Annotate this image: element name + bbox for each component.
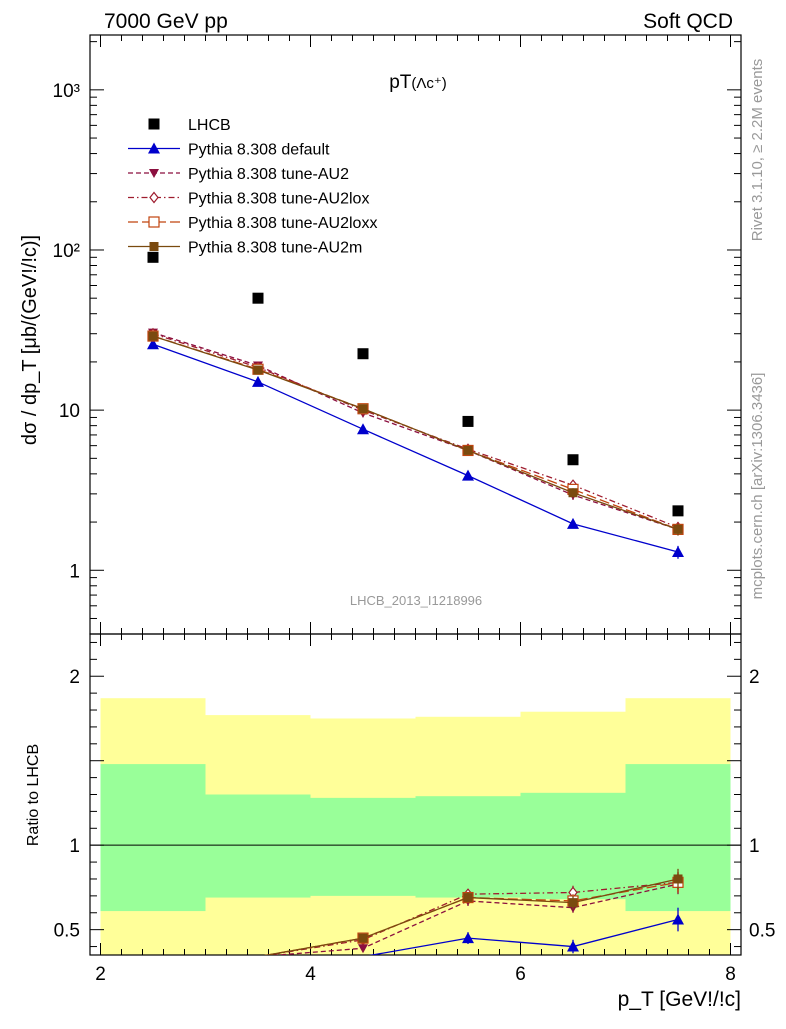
green-band-1	[205, 794, 311, 898]
point-au2m	[673, 524, 683, 534]
main-series	[147, 251, 684, 559]
series-line-au2m	[152, 335, 679, 531]
ratio-y-tick-label-right: 0.5	[749, 921, 775, 942]
energy-label: 7000 GeV pp	[104, 10, 228, 33]
ratio-y-tick-label-left: 0.5	[54, 921, 80, 942]
point-au2m	[253, 365, 263, 375]
ratio-y-tick-label-right: 1	[749, 836, 760, 857]
ratio-y-axis-label: Ratio to LHCB	[25, 744, 42, 846]
series-default	[147, 338, 684, 559]
legend-label-au2lox: Pythia 8.308 tune-AU2lox	[188, 191, 369, 208]
series-au2m	[148, 331, 683, 536]
series-line-au2	[152, 331, 679, 531]
legend-marker-au2m	[149, 242, 159, 251]
legend-marker-au2	[149, 169, 159, 178]
x-tick-label: 8	[725, 964, 736, 985]
point-au2m	[673, 874, 683, 884]
legend-label-lhcb: LHCB	[188, 117, 231, 134]
series-au2m	[263, 868, 683, 955]
legend-marker-lhcb	[148, 118, 160, 130]
legend-label-au2loxx: Pythia 8.308 tune-AU2loxx	[188, 215, 377, 232]
ratio-y-tick-label-right: 2	[749, 667, 760, 688]
point-lhcb	[147, 251, 159, 263]
point-lhcb	[357, 348, 369, 360]
point-default	[672, 546, 684, 558]
mcplots-credit-label: mcplots.cern.ch [arXiv:1306.3436]	[749, 373, 766, 600]
legend: LHCB Pythia 8.308 default Pythia 8.308 tun…	[128, 117, 377, 257]
x-tick-label: 6	[515, 964, 526, 985]
main-y-axis-label: dσ / dp_T [μb/(GeV!/!c)]	[19, 235, 41, 445]
series-lhcb	[147, 251, 684, 517]
main-y-tick-label: 1	[69, 561, 80, 582]
point-default	[462, 932, 474, 944]
point-default	[147, 338, 159, 350]
point-au2	[358, 944, 368, 954]
legend-entry-au2m: Pythia 8.308 tune-AU2m	[128, 240, 362, 257]
x-tick-label: 2	[95, 964, 106, 985]
point-default	[672, 913, 684, 925]
title-particle-part: (Λc⁺)	[411, 75, 446, 92]
point-au2m	[358, 404, 368, 414]
legend-label-default: Pythia 8.308 default	[188, 142, 330, 159]
legend-entry-au2lox: Pythia 8.308 tune-AU2lox	[128, 191, 369, 208]
legend-label-au2: Pythia 8.308 tune-AU2	[188, 166, 349, 183]
legend-entry-lhcb: LHCB	[148, 117, 231, 134]
legend-label-au2m: Pythia 8.308 tune-AU2m	[188, 240, 362, 257]
point-au2m	[463, 893, 473, 903]
x-tick-label: 4	[305, 964, 316, 985]
point-default	[567, 940, 579, 952]
legend-marker-default	[148, 142, 160, 154]
legend-entry-au2: Pythia 8.308 tune-AU2	[128, 166, 349, 183]
legend-marker-au2loxx	[148, 216, 160, 228]
green-band-3	[415, 796, 521, 898]
ratio-series	[263, 868, 684, 955]
x-axis-label: p_T [GeV!/!c]	[618, 988, 741, 1011]
point-au2m	[463, 445, 473, 455]
point-default	[462, 469, 474, 481]
point-au2m	[568, 898, 578, 908]
point-default	[252, 375, 264, 387]
series-line-au2	[270, 883, 679, 955]
main-y-tick-label: 10	[59, 401, 80, 422]
rivet-version-label: Rivet 3.1.10, ≥ 2.2M events	[749, 59, 766, 242]
ratio-y-tick-label-left: 2	[69, 667, 80, 688]
series-default	[368, 907, 684, 955]
point-default	[567, 517, 579, 529]
title-main-part: pT	[389, 72, 412, 93]
analysis-watermark: LHCB_2013_I1218996	[350, 593, 482, 608]
legend-entry-default: Pythia 8.308 default	[128, 142, 330, 159]
point-lhcb	[672, 505, 684, 517]
axes: 2 4 6 8 1 10 10² 10³ 0.5 0.5 1 1 2 2	[53, 34, 775, 985]
green-band-4	[520, 792, 626, 900]
point-lhcb	[567, 454, 579, 466]
series-line-au2lox	[264, 881, 679, 955]
series-line-default	[152, 343, 679, 553]
series-line-default	[368, 918, 679, 955]
point-lhcb	[252, 292, 264, 304]
legend-entry-au2loxx: Pythia 8.308 tune-AU2loxx	[128, 215, 377, 232]
green-band-0	[100, 764, 206, 912]
point-lhcb	[462, 415, 474, 427]
point-au2m	[148, 331, 158, 341]
point-au2m	[358, 933, 368, 943]
process-label: Soft QCD	[643, 10, 733, 33]
green-band-2	[310, 797, 416, 896]
ratio-uncertainty-bands	[100, 698, 731, 955]
point-default	[357, 423, 369, 435]
ratio-y-tick-label-left: 1	[69, 836, 80, 857]
main-plot-title: pT(Λc⁺)	[389, 72, 447, 93]
main-y-tick-label: 10²	[53, 241, 80, 262]
main-y-tick-label: 10³	[53, 81, 80, 102]
legend-marker-au2lox	[149, 191, 159, 204]
point-au2m	[568, 488, 578, 498]
series-line-au2m	[263, 878, 679, 955]
